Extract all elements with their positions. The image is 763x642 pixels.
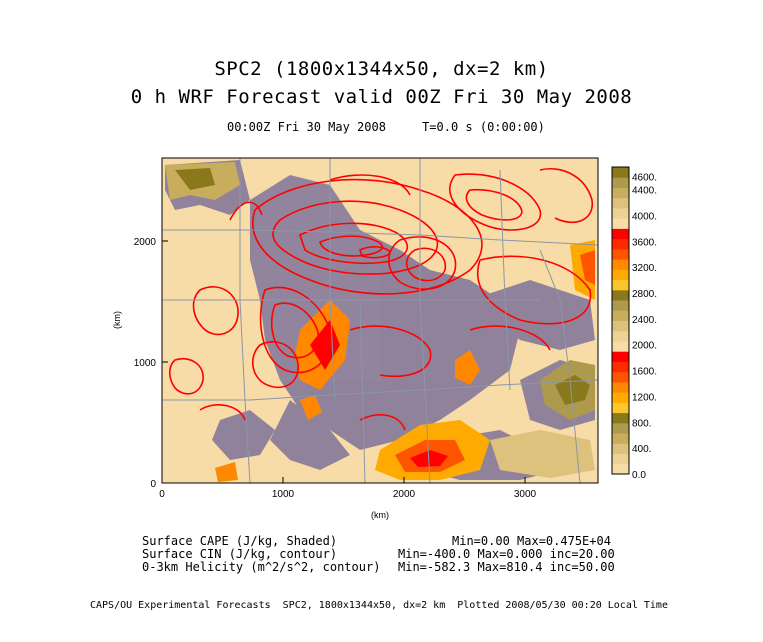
colorbar-segment (612, 371, 629, 383)
y-tick-label: 2000 (134, 237, 157, 248)
colorbar-segment (612, 197, 629, 209)
colorbar-segment (612, 351, 629, 362)
map-field (162, 158, 598, 483)
colorbar-segment (612, 402, 629, 414)
colorbar-segment (612, 392, 629, 403)
map-frame (161, 157, 599, 484)
colorbar-labels: 4600. 4400. 4000. 3600. 3200. 2800. 2400. 2000.… (632, 173, 657, 481)
colorbar-segment (612, 187, 629, 199)
colorbar-segment (612, 310, 629, 321)
colorbar-label: 1200. (632, 392, 657, 403)
colorbar-segment (612, 340, 629, 352)
colorbar-segment (612, 330, 629, 342)
colorbar-segment (612, 422, 629, 434)
colorbar-segment (612, 453, 629, 465)
y-tick-label: 0 (150, 479, 156, 490)
legend-helicity-label: 0-3km Helicity (m^2/s^2, contour) (142, 560, 381, 574)
colorbar-label: 3600. (632, 237, 657, 248)
colorbar-segment (612, 463, 629, 475)
colorbar-label: 1600. (632, 367, 657, 378)
colorbar-segment (612, 361, 629, 373)
colorbar-label: 4600. (632, 173, 657, 184)
colorbar-segment (612, 300, 629, 311)
colorbar-segment (612, 381, 629, 393)
colorbar-label: 2000. (632, 341, 657, 352)
state-boundaries (162, 158, 598, 483)
colorbar-label: 0.0 (632, 470, 646, 481)
colorbar-segment (612, 167, 629, 178)
colorbar-segment (612, 269, 629, 281)
valid-time-label: 00:00Z Fri 30 May 2008 T=0.0 s (0:00:00) (227, 120, 545, 134)
footer-credit: CAPS/OU Experimental Forecasts SPC2, 180… (90, 600, 668, 611)
colorbar-segment (612, 228, 629, 240)
colorbar-label: 400. (632, 444, 651, 455)
cape-high-regions (165, 162, 595, 482)
colorbar-label: 800. (632, 418, 651, 429)
colorbar-label: 4400. (632, 186, 657, 197)
x-tick-label: 1000 (272, 489, 295, 500)
x-tick-label: 3000 (514, 489, 537, 500)
legend-cin-stats: Min=-400.0 Max=0.000 inc=20.00 (398, 547, 615, 561)
x-tick-label: 0 (159, 489, 165, 500)
helicity-contours (168, 168, 593, 431)
axis-tick-labels: 0 1000 2000 3000 0 1000 2000 (134, 237, 537, 500)
colorbar-segment (612, 177, 629, 188)
colorbar-segment (612, 412, 629, 424)
x-tick-label: 2000 (393, 489, 416, 500)
colorbar-segment (612, 443, 629, 455)
legend-cape-stats: Min=0.00 Max=0.475E+04 (452, 534, 611, 548)
colorbar-label: 3200. (632, 263, 657, 274)
colorbar-segment (612, 238, 629, 250)
cape-colorbar (611, 166, 630, 475)
y-axis-label: (km) (112, 311, 122, 329)
colorbar-label: 2400. (632, 315, 657, 326)
colorbar-segment (612, 218, 629, 229)
plot-subtitle-forecast: 0 h WRF Forecast valid 00Z Fri 30 May 20… (130, 86, 633, 108)
plot-title: SPC2 (1800x1344x50, dx=2 km) (214, 58, 549, 80)
colorbar-segment (612, 279, 629, 291)
colorbar-label: 2800. (632, 289, 657, 300)
legend-cin-label: Surface CIN (J/kg, contour) (142, 547, 338, 561)
x-axis-label: (km) (371, 510, 389, 520)
colorbar-segment (612, 207, 629, 219)
colorbar-label: 4000. (632, 211, 657, 222)
colorbar-segment (612, 259, 629, 270)
colorbar-segment (612, 433, 629, 444)
legend-helicity-stats: Min=-582.3 Max=810.4 inc=50.00 (398, 560, 615, 574)
colorbar-segment (612, 320, 629, 332)
legend-cape-label: Surface CAPE (J/kg, Shaded) (142, 534, 338, 548)
y-tick-label: 1000 (134, 358, 157, 369)
colorbar-frame (611, 166, 630, 475)
axis-ticks (161, 240, 526, 484)
colorbar-segment (612, 289, 629, 301)
colorbar-segment (612, 248, 629, 260)
